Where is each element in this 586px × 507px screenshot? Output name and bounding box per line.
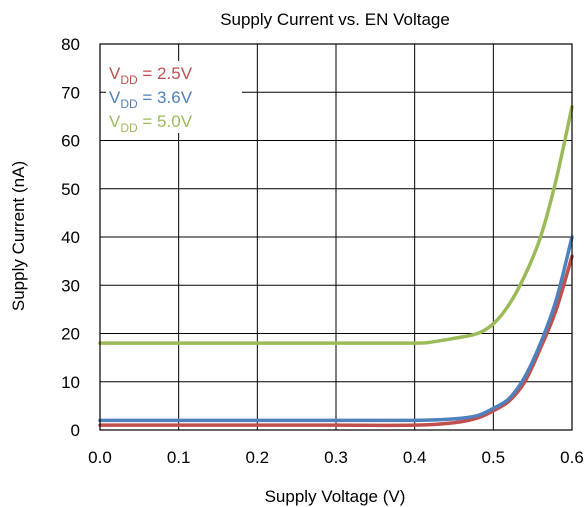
y-tick-label: 0: [71, 421, 80, 440]
legend-entry-2: VDD = 3.6V: [109, 88, 193, 111]
x-tick-label: 0.2: [246, 448, 270, 467]
y-tick-label: 40: [61, 228, 80, 247]
y-tick-label: 30: [61, 276, 80, 295]
legend-background: [106, 85, 242, 109]
series-lines: [98, 104, 574, 428]
legend-background: [106, 109, 242, 133]
legend-label-value: = 2.5V: [138, 64, 193, 83]
tick-labels: 0.0 0.1 0.2 0.3 0.4 0.5 0.6 0 10 20 30 40 50 60 70 80: [61, 35, 584, 467]
x-tick-label: 0.1: [167, 448, 191, 467]
y-tick-label: 10: [61, 373, 80, 392]
legend-label-main: V: [109, 64, 121, 83]
legend-label-subscript: DD: [120, 121, 138, 135]
y-tick-label: 60: [61, 132, 80, 151]
series-line-1: [98, 254, 574, 428]
y-tick-label: 70: [61, 83, 80, 102]
legend-label-main: V: [109, 88, 121, 107]
legend-background: [106, 61, 242, 85]
legend-label-subscript: DD: [120, 73, 138, 87]
x-tick-label: 0.0: [88, 448, 112, 467]
legend-label-value: = 5.0V: [138, 112, 193, 131]
series-line-3: [98, 104, 574, 345]
legend-label-main: V: [109, 112, 121, 131]
x-tick-label: 0.3: [324, 448, 348, 467]
y-tick-label: 50: [61, 180, 80, 199]
legend-entry-1: VDD = 2.5V: [109, 64, 193, 87]
x-axis-label: Supply Voltage (V): [265, 487, 406, 506]
plot-frame: [99, 43, 573, 431]
y-tick-label: 20: [61, 325, 80, 344]
chart-title: Supply Current vs. EN Voltage: [220, 10, 450, 29]
legend-label-subscript: DD: [120, 97, 138, 111]
x-tick-label: 0.4: [403, 448, 427, 467]
series-line-2: [98, 235, 574, 423]
x-tick-label: 0.6: [560, 448, 584, 467]
x-tick-label: 0.5: [482, 448, 506, 467]
y-axis-label: Supply Current (nA): [9, 161, 28, 311]
legend-entry-3: VDD = 5.0V: [109, 112, 193, 135]
legend-label-value: = 3.6V: [138, 88, 193, 107]
y-tick-label: 80: [61, 35, 80, 54]
